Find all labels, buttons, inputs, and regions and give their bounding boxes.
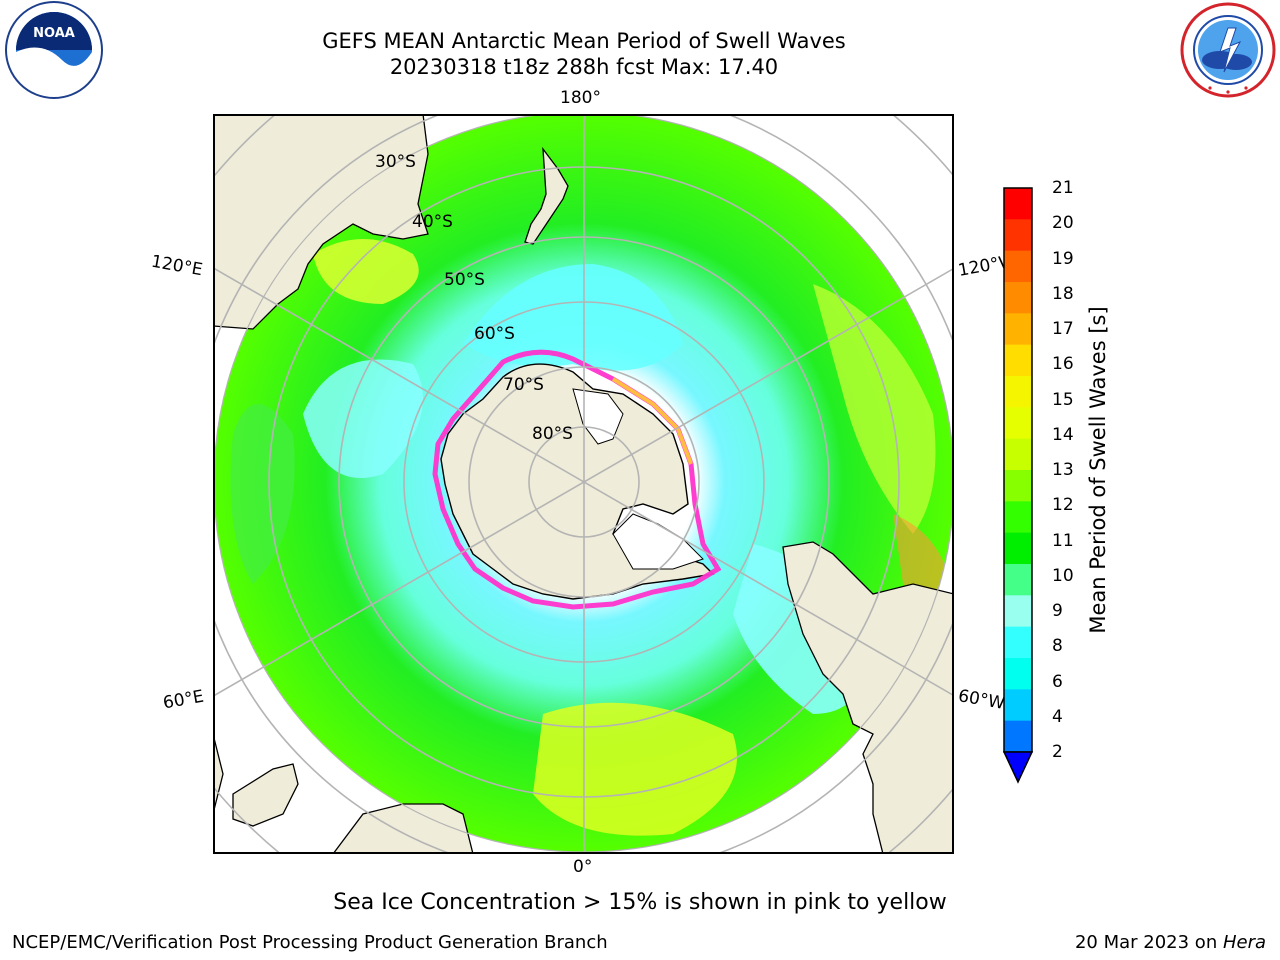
south-america-land	[782, 541, 952, 852]
colorbar-segment	[1004, 689, 1032, 722]
colorbar-tick-label: 4	[1052, 706, 1063, 727]
sea-ice-edge	[432, 349, 722, 610]
lat-label-70s: 70°S	[503, 375, 544, 395]
map-svg	[215, 116, 952, 852]
colorbar-segment	[1004, 250, 1032, 283]
antarctic-map	[213, 114, 954, 854]
africa-edge-land	[215, 739, 224, 809]
colorbar-tick-label: 14	[1052, 424, 1074, 445]
colorbar-segment	[1004, 376, 1032, 408]
lon-label-0: 0°	[573, 857, 593, 877]
noaa-logo-icon: NOAA	[2, 0, 106, 104]
antarctica-land	[440, 363, 715, 600]
footer-branch: NCEP/EMC/Verification Post Processing Pr…	[12, 932, 608, 953]
colorbar-segment	[1004, 501, 1032, 534]
colorbar-extend-triangle	[1002, 751, 1034, 784]
orange-region	[893, 514, 952, 598]
colorbar-segment	[1004, 282, 1032, 314]
lat-label-50s: 50°S	[444, 270, 485, 290]
colorbar-label: Mean Period of Swell Waves [s]	[1086, 306, 1110, 634]
colorbar-tick-label: 21	[1052, 178, 1074, 198]
colorbar-segment	[1004, 407, 1032, 440]
new-zealand-land	[524, 146, 569, 245]
map-title: GEFS MEAN Antarctic Mean Period of Swell…	[322, 29, 846, 53]
colorbar	[1000, 186, 1040, 790]
yellow-region	[313, 239, 419, 304]
lon-label-120e: 120°E	[149, 251, 205, 281]
colorbar-tick-label: 10	[1052, 565, 1074, 586]
colorbar-tick-label: 15	[1052, 389, 1074, 410]
colorbar-tick-label: 9	[1052, 601, 1063, 621]
madagascar-land	[232, 763, 299, 827]
antarctica	[432, 349, 722, 610]
colorbar-tick-label: 6	[1052, 671, 1063, 692]
colorbar-segment	[1004, 438, 1032, 471]
lat-label-80s: 80°S	[532, 424, 573, 444]
colorbar-segment	[1004, 658, 1032, 690]
colorbar-svg	[1002, 187, 1034, 784]
colorbar-segment	[1004, 626, 1032, 659]
footer-date-text: 20 Mar 2023 on	[1074, 932, 1223, 953]
footer-date: 20 Mar 2023 on Hera	[1075, 932, 1266, 953]
green-region	[230, 404, 295, 584]
lat-label-60s: 60°S	[474, 324, 515, 344]
footer-host: Hera	[1222, 932, 1266, 953]
lon-label-60e: 60°E	[161, 686, 206, 714]
nws-logo-icon	[1178, 0, 1278, 104]
colorbar-tick-label: 11	[1052, 530, 1074, 551]
colorbar-tick-label: 13	[1052, 460, 1074, 480]
map-subtitle: 20230318 t18z 288h fcst Max: 17.40	[389, 55, 779, 79]
land-masses	[215, 116, 952, 852]
ross-ice-shelf	[572, 388, 624, 445]
weddell-ice-shelf	[612, 513, 704, 570]
graticule	[215, 116, 952, 852]
colorbar-tick-label: 2	[1052, 742, 1063, 762]
lat-label-40s: 40°S	[412, 212, 453, 232]
sea-ice-yellow-edge	[611, 377, 693, 465]
cyan-region	[463, 264, 683, 371]
africa-land	[333, 803, 474, 852]
colorbar-tick-label: 19	[1052, 248, 1074, 269]
colorbar-tick-label: 8	[1052, 636, 1063, 657]
colorbar-tick-label: 20	[1052, 213, 1074, 234]
lat-label-30s: 30°S	[375, 152, 416, 172]
colorbar-segment	[1004, 532, 1032, 565]
colorbar-tick-label: 18	[1052, 283, 1074, 304]
yellow-region	[813, 284, 936, 534]
colorbar-segment	[1004, 188, 1032, 220]
colorbar-tick-label: 12	[1052, 495, 1074, 516]
colorbar-segment	[1004, 313, 1032, 346]
noaa-logo-text: NOAA	[33, 26, 75, 41]
sea-ice-note: Sea Ice Concentration > 15% is shown in …	[333, 890, 947, 915]
colorbar-segment	[1004, 595, 1032, 628]
colorbar-segment	[1004, 219, 1032, 252]
australia-land	[215, 116, 429, 330]
colorbar-segment	[1004, 344, 1032, 377]
colorbar-segments	[1004, 188, 1032, 753]
colorbar-segment	[1004, 470, 1032, 502]
colorbar-tick-label: 17	[1052, 319, 1074, 339]
colorbar-segment	[1004, 564, 1032, 596]
lon-label-180: 180°	[560, 88, 601, 108]
colorbar-tick-label: 16	[1052, 354, 1074, 375]
colorbar-segment	[1004, 720, 1032, 753]
lon-label-60w: 60°W	[956, 686, 1007, 714]
cyan-region	[303, 359, 423, 478]
